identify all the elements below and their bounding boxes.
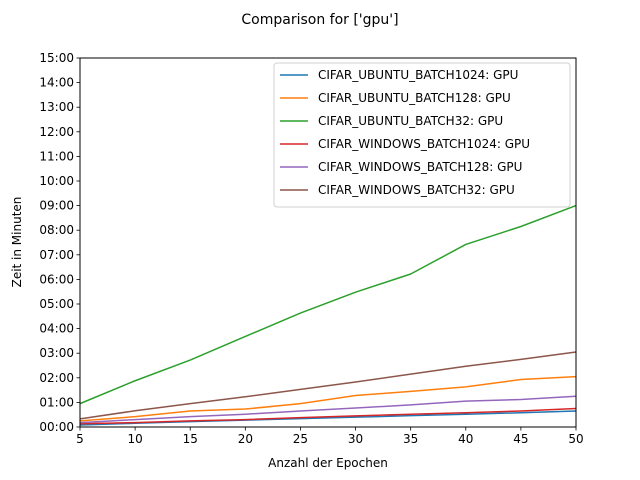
x-tick-label: 50 xyxy=(568,432,583,446)
legend-label-2: CIFAR_UBUNTU_BATCH128: GPU xyxy=(318,91,511,105)
y-axis: 00:00 01:00 02:00 03:00 04:00 05:00 06:00 07:00… xyxy=(39,51,80,434)
y-tick-label: 02:00 xyxy=(39,371,74,385)
y-tick-label: 13:00 xyxy=(39,100,74,114)
y-tick-label: 06:00 xyxy=(39,272,74,286)
x-tick-label: 20 xyxy=(238,432,253,446)
legend: CIFAR_UBUNTU_BATCH1024: GPU CIFAR_UBUNTU_… xyxy=(273,62,571,208)
chart-title: Comparison for ['gpu'] xyxy=(241,12,398,28)
legend-box xyxy=(273,62,571,208)
legend-label-1: CIFAR_UBUNTU_BATCH1024: GPU xyxy=(318,68,518,82)
x-tick-label: 5 xyxy=(76,432,84,446)
legend-label-6: CIFAR_WINDOWS_BATCH32: GPU xyxy=(318,183,515,197)
series-line-4 xyxy=(79,407,577,425)
y-tick-label: 05:00 xyxy=(39,297,74,311)
series-lines xyxy=(79,204,577,426)
y-tick-label: 00:00 xyxy=(39,420,74,434)
series-line-3 xyxy=(79,204,577,405)
series-line-6 xyxy=(79,351,577,420)
y-tick-label: 11:00 xyxy=(39,149,74,163)
y-tick-label: 08:00 xyxy=(39,223,74,237)
y-tick-label: 01:00 xyxy=(39,395,74,409)
series-line-5 xyxy=(79,395,577,424)
x-tick-label: 30 xyxy=(348,432,363,446)
legend-label-5: CIFAR_WINDOWS_BATCH128: GPU xyxy=(318,160,522,174)
y-axis-label: Zeit in Minuten xyxy=(10,197,24,288)
y-tick-label: 07:00 xyxy=(39,248,74,262)
series-line-2 xyxy=(79,375,577,422)
plot-frame xyxy=(79,57,577,428)
x-tick-label: 15 xyxy=(183,432,198,446)
y-tick-label: 15:00 xyxy=(39,51,74,65)
legend-label-4: CIFAR_WINDOWS_BATCH1024: GPU xyxy=(318,137,530,151)
x-axis: 5 10 15 20 25 30 35 40 45 50 xyxy=(76,427,584,446)
x-tick-label: 25 xyxy=(293,432,308,446)
y-tick-label: 12:00 xyxy=(39,125,74,139)
y-tick-label: 09:00 xyxy=(39,199,74,213)
x-tick-label: 45 xyxy=(513,432,528,446)
y-tick-label: 10:00 xyxy=(39,174,74,188)
x-tick-label: 35 xyxy=(403,432,418,446)
y-tick-label: 04:00 xyxy=(39,322,74,336)
legend-label-3: CIFAR_UBUNTU_BATCH32: GPU xyxy=(318,114,503,128)
x-axis-label: Anzahl der Epochen xyxy=(268,456,388,470)
y-tick-label: 03:00 xyxy=(39,346,74,360)
x-tick-label: 10 xyxy=(127,432,142,446)
x-tick-label: 40 xyxy=(458,432,473,446)
y-tick-label: 14:00 xyxy=(39,76,74,90)
